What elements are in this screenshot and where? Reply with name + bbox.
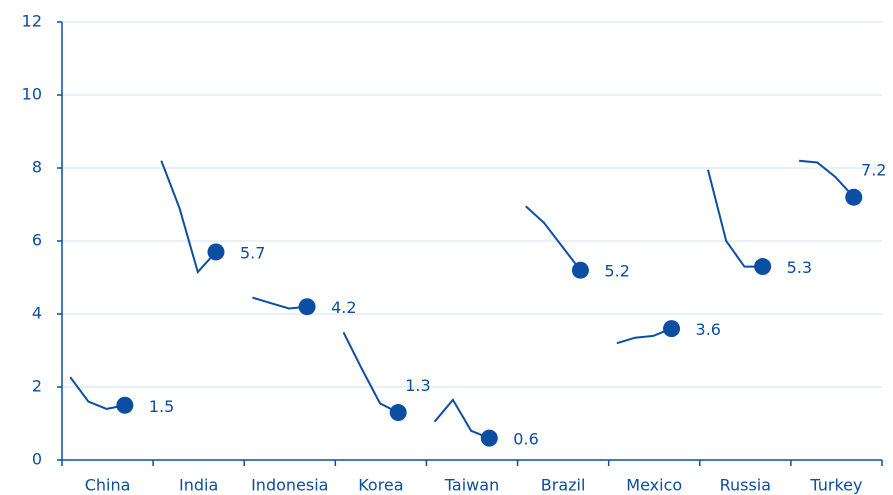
- series-line: [252, 296, 308, 310]
- x-tick-label: Mexico: [626, 476, 682, 495]
- y-tick-label: 4: [32, 304, 42, 323]
- value-label: 1.5: [149, 397, 174, 416]
- value-label: 4.2: [331, 298, 356, 317]
- x-tick-label: Indonesia: [251, 476, 328, 495]
- series-line: [616, 327, 672, 345]
- series-line: [799, 159, 855, 198]
- end-point: [207, 243, 225, 261]
- series-line: [69, 376, 126, 410]
- y-tick-label: 12: [22, 12, 42, 31]
- y-tick-label: 8: [32, 158, 42, 177]
- y-tick-label: 2: [32, 377, 42, 396]
- y-tick-label: 10: [22, 85, 42, 104]
- end-point: [480, 429, 498, 447]
- x-tick-label: Brazil: [541, 476, 586, 495]
- y-tick-label: 6: [32, 231, 42, 250]
- series-line: [342, 331, 399, 414]
- value-label: 5.3: [787, 258, 812, 277]
- value-label: 3.6: [696, 320, 721, 339]
- series-line: [160, 160, 217, 275]
- x-tick-label: Turkey: [809, 476, 862, 495]
- value-label: 5.7: [240, 243, 265, 262]
- end-point: [754, 258, 772, 276]
- x-tick-label: Taiwan: [444, 476, 499, 495]
- x-tick-label: China: [85, 476, 131, 495]
- value-label: 5.2: [604, 262, 629, 281]
- series-line: [525, 205, 582, 271]
- x-tick-label: India: [179, 476, 218, 495]
- end-point: [298, 298, 316, 316]
- end-point: [116, 396, 134, 414]
- value-label: 1.3: [405, 376, 430, 395]
- series-line: [707, 169, 763, 268]
- value-label: 7.2: [861, 161, 886, 180]
- end-point: [571, 261, 589, 279]
- y-tick-label: 0: [32, 450, 42, 469]
- x-tick-label: Russia: [720, 476, 771, 495]
- series-line: [433, 398, 490, 440]
- end-point: [845, 188, 863, 206]
- value-label: 0.6: [513, 430, 538, 449]
- x-tick-label: Korea: [358, 476, 403, 495]
- end-point: [389, 404, 407, 422]
- end-point: [663, 320, 681, 338]
